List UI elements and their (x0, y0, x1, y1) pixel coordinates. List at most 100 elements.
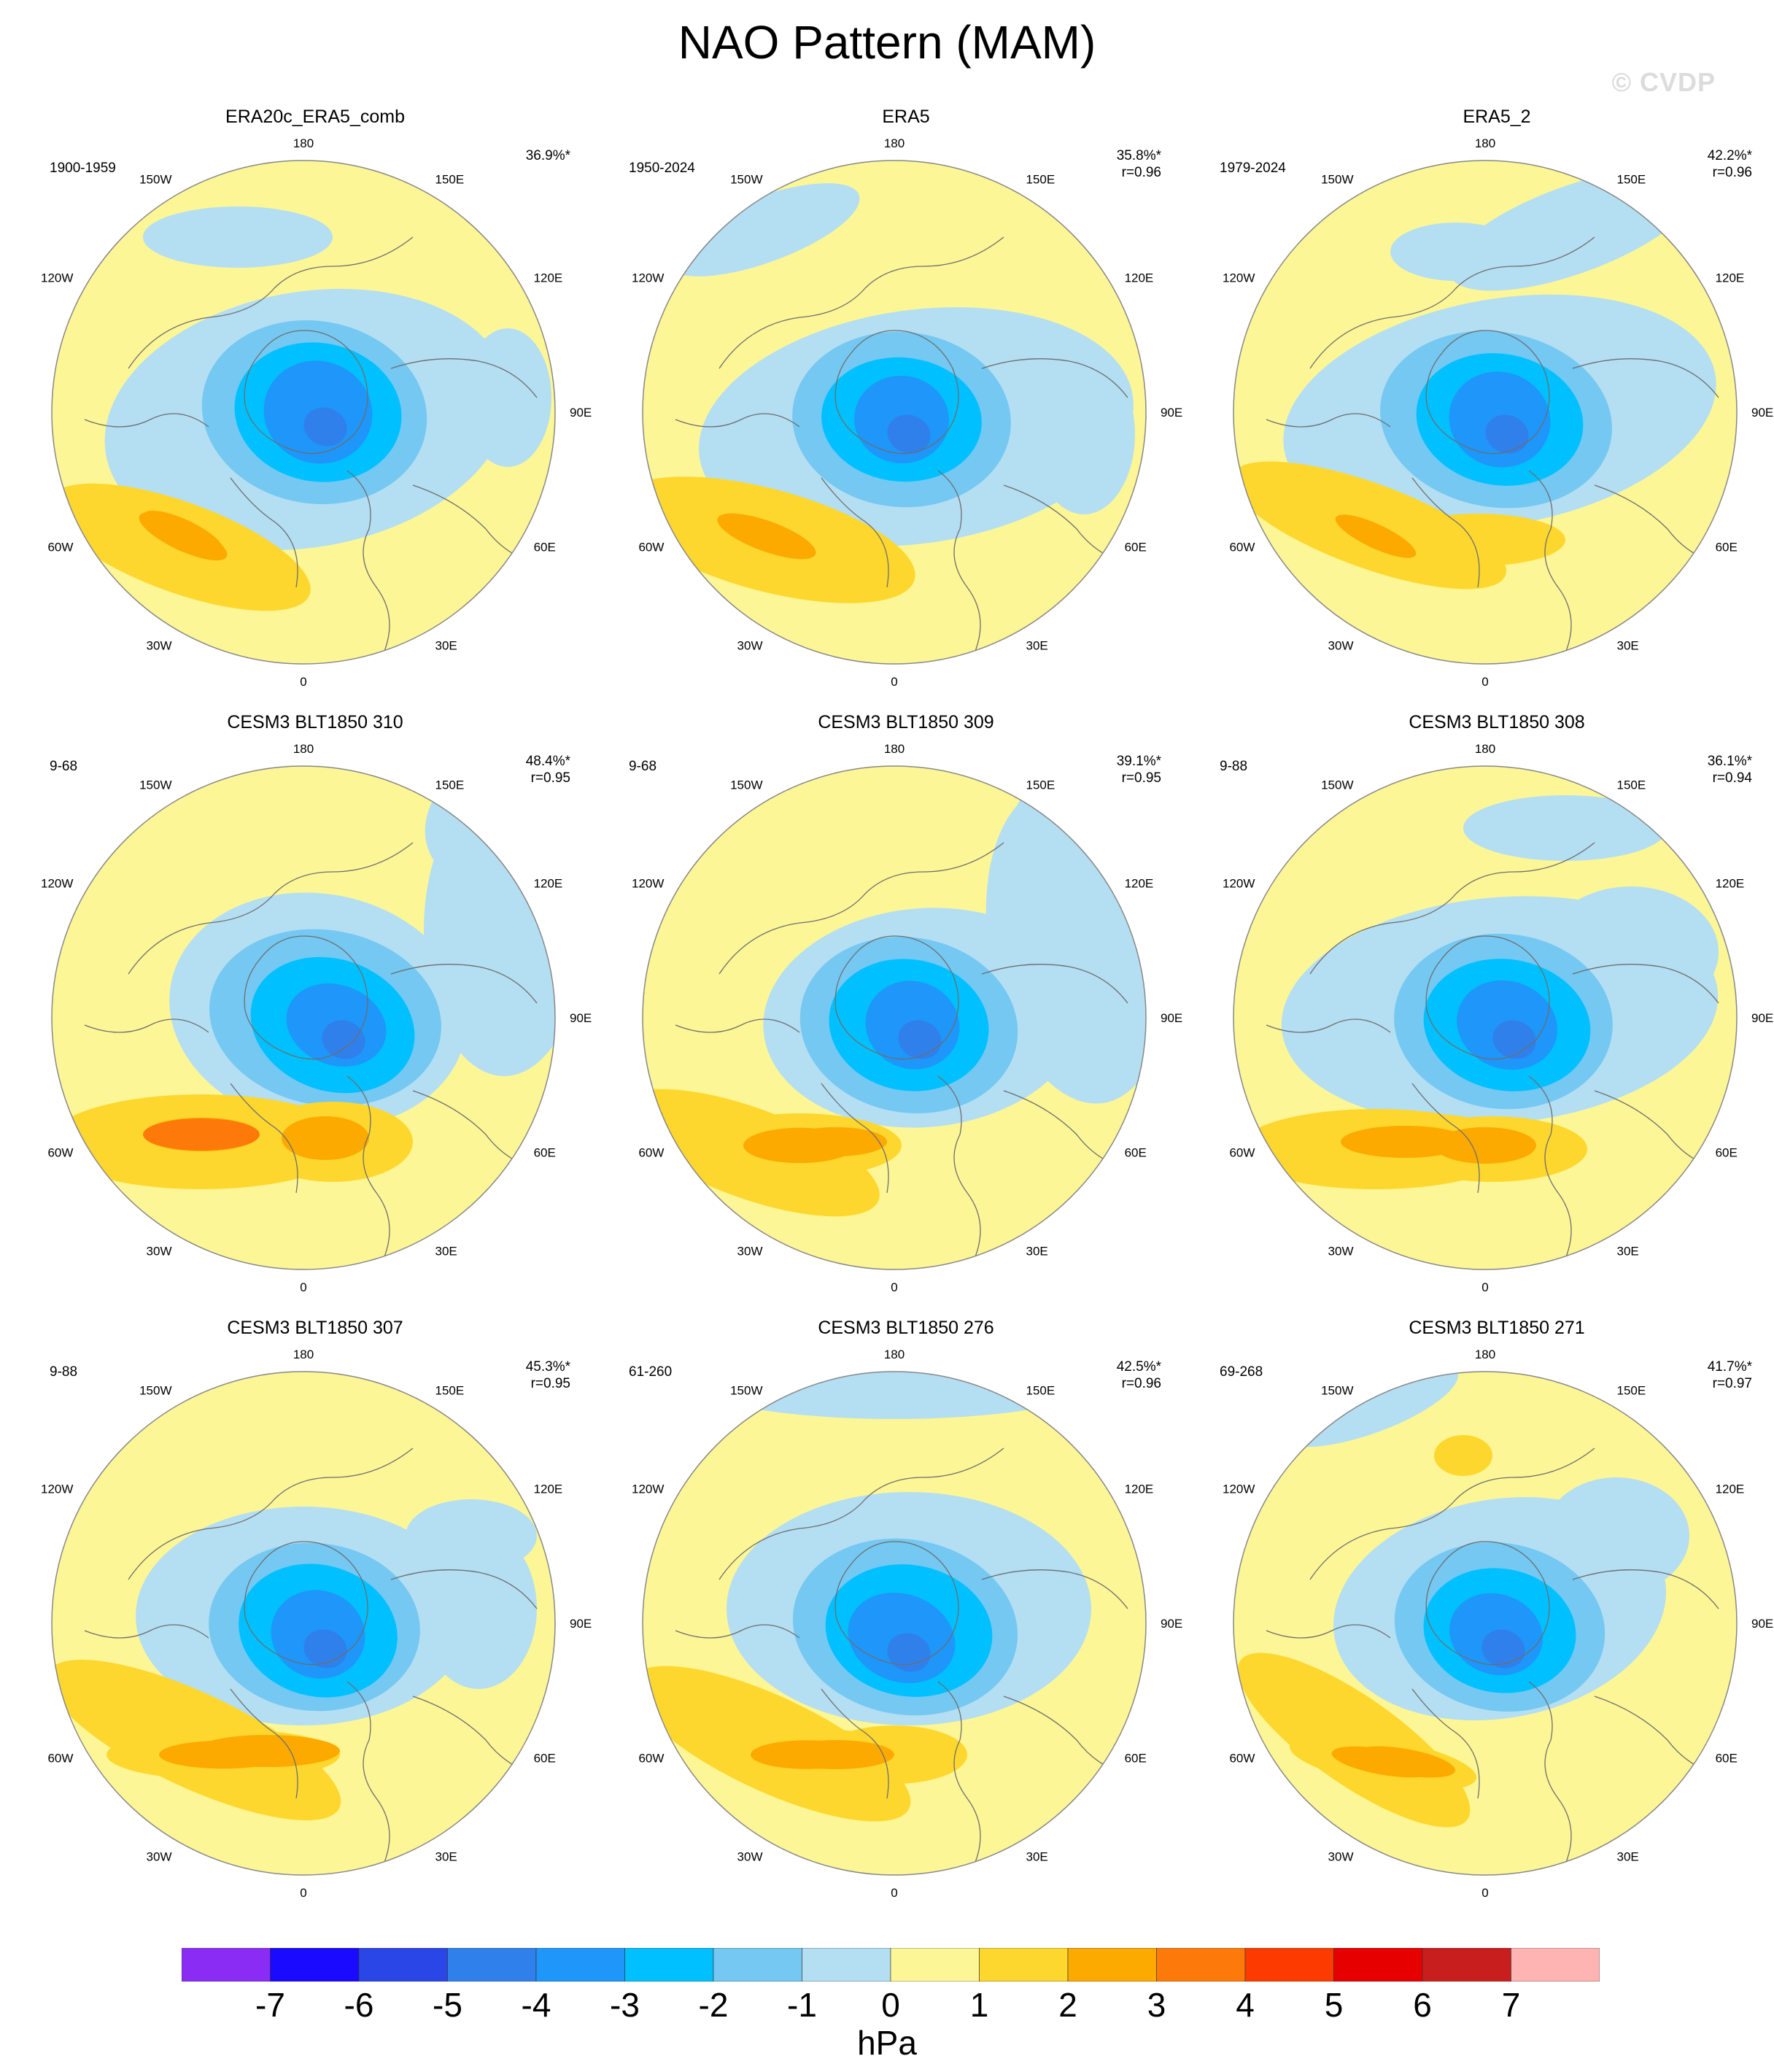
watermark: © CVDP (1611, 67, 1716, 97)
lon-label: 30E (1026, 1245, 1048, 1259)
panel-title: ERA5_2 (1463, 107, 1531, 127)
panel-title: CESM3 BLT1850 276 (818, 1318, 994, 1338)
lon-label: 90E (1161, 406, 1182, 420)
panel-title: CESM3 BLT1850 271 (1409, 1318, 1585, 1338)
lon-label: 90E (570, 1011, 592, 1025)
colorbar (181, 1947, 1600, 1982)
lon-label: 30W (737, 1245, 763, 1259)
lon-label: 30W (737, 639, 763, 653)
period-label: 1900-1959 (50, 161, 116, 176)
period-label: 1950-2024 (629, 161, 695, 176)
map-panel: 180150E120E90E60E30E030W60W90W120W150WER… (1220, 106, 1774, 697)
lon-label: 150E (1617, 172, 1646, 186)
lon-label: 60E (534, 541, 556, 554)
colorbar-swatch (447, 1947, 537, 1982)
lon-label: 0 (1481, 675, 1488, 689)
variance-pct: 48.4%* (525, 754, 570, 769)
variance-stats: 39.1%* r=0.95 (1117, 753, 1161, 786)
lon-label: 120E (1125, 877, 1154, 891)
lon-label: 60W (638, 1752, 664, 1766)
lon-label: 120W (1223, 877, 1255, 891)
polar-map: 180150E120E90E60E30E030W60W90W120W150W (41, 136, 592, 689)
map-panel: 180150E120E90E60E30E030W60W90W120W150WCE… (38, 711, 592, 1302)
lon-label: 180 (1475, 1348, 1495, 1361)
lon-label: 60W (47, 541, 73, 554)
lon-label: 60W (47, 1146, 73, 1160)
panel-title: CESM3 BLT1850 307 (227, 1318, 403, 1338)
period-label: 61-260 (629, 1364, 673, 1380)
colorbar-swatch (624, 1947, 714, 1982)
lon-label: 180 (293, 742, 314, 756)
colorbar-tick-label: 2 (1058, 1986, 1077, 2024)
colorbar-tick-label: 7 (1501, 1986, 1521, 2024)
lon-label: 60W (47, 1752, 73, 1766)
colorbar-swatch (890, 1947, 980, 1982)
lon-label: 60E (1716, 1752, 1738, 1766)
lon-label: 30W (147, 1245, 172, 1259)
colorbar-swatch (270, 1947, 360, 1982)
lon-label: 150W (139, 778, 171, 792)
lon-label: 0 (891, 1886, 897, 1900)
lon-label: 0 (891, 675, 897, 689)
map-panel: 180150E120E90E60E30E030W60W90W120W150WCE… (38, 1317, 592, 1908)
lon-label: 150E (1026, 1383, 1056, 1397)
lon-label: 150W (1321, 1383, 1353, 1397)
lon-label: 60W (1229, 1146, 1255, 1160)
pattern-corr: r=0.95 (530, 1376, 570, 1391)
colorbar-swatches (181, 1947, 1600, 1982)
coastlines (675, 1447, 1136, 1865)
colorbar-tick-label: -1 (787, 1986, 817, 2024)
variance-stats: 42.5%* r=0.96 (1117, 1358, 1161, 1392)
map-panel: 180150E120E90E60E30E030W60W90W120W150WER… (38, 106, 592, 697)
lon-label: 90E (570, 406, 592, 420)
variance-pct: 42.2%* (1707, 148, 1752, 163)
pattern-corr: r=0.96 (1121, 165, 1161, 180)
period-label: 9-68 (629, 759, 657, 774)
lon-label: 150E (1617, 778, 1646, 792)
coastlines (1266, 236, 1727, 654)
variance-pct: 42.5%* (1116, 1359, 1161, 1375)
coastlines (1266, 1447, 1727, 1865)
polar-map: 180150E120E90E60E30E030W60W90W120W150W (632, 1348, 1182, 1900)
variance-pct: 36.1%* (1707, 754, 1752, 769)
period-label: 9-68 (50, 759, 78, 774)
coastlines (1266, 842, 1727, 1259)
lon-label: 0 (300, 675, 306, 689)
figure-title: NAO Pattern (MAM) (678, 16, 1096, 69)
lon-label: 0 (891, 1280, 897, 1294)
lon-label: 60E (1716, 1146, 1738, 1160)
colorbar-tick-label: 5 (1324, 1986, 1344, 2024)
lon-label: 60E (1125, 1146, 1147, 1160)
lon-label: 30E (1026, 1850, 1048, 1864)
colorbar-tick-label: -3 (610, 1986, 640, 2024)
polar-map: 180150E120E90E60E30E030W60W90W120W150W (632, 742, 1182, 1294)
lon-label: 150W (730, 778, 762, 792)
map-panel: 180150E120E90E60E30E030W60W90W120W150WCE… (1220, 711, 1774, 1302)
lon-label: 30W (1328, 1850, 1354, 1864)
colorbar-tick-label: -4 (521, 1986, 551, 2024)
lon-label: 30E (1617, 1850, 1639, 1864)
lon-label: 150E (435, 1383, 465, 1397)
lon-label: 120E (1716, 877, 1745, 891)
lon-label: 120W (1223, 1483, 1255, 1496)
lon-label: 180 (293, 1348, 314, 1361)
lon-label: 150E (1026, 778, 1056, 792)
lon-label: 150W (730, 172, 762, 186)
colorbar-tick-label: -7 (255, 1986, 285, 2024)
colorbar-swatch (1156, 1947, 1246, 1982)
lon-label: 150E (435, 778, 465, 792)
lon-label: 120W (632, 271, 664, 285)
pattern-corr: r=0.95 (1121, 770, 1161, 786)
lon-label: 60E (1125, 541, 1147, 554)
lon-label: 60E (534, 1146, 556, 1160)
colorbar-swatch (535, 1947, 625, 1982)
period-label: 1979-2024 (1220, 161, 1286, 176)
colorbar-tick-label: 4 (1236, 1986, 1255, 2024)
colorbar-swatch (713, 1947, 802, 1982)
lon-label: 180 (1475, 136, 1495, 150)
lon-label: 120E (1716, 271, 1745, 285)
lon-label: 120E (1125, 1483, 1154, 1496)
lon-label: 60E (1716, 541, 1738, 554)
colorbar-swatch (979, 1947, 1069, 1982)
lon-label: 120E (1125, 271, 1154, 285)
